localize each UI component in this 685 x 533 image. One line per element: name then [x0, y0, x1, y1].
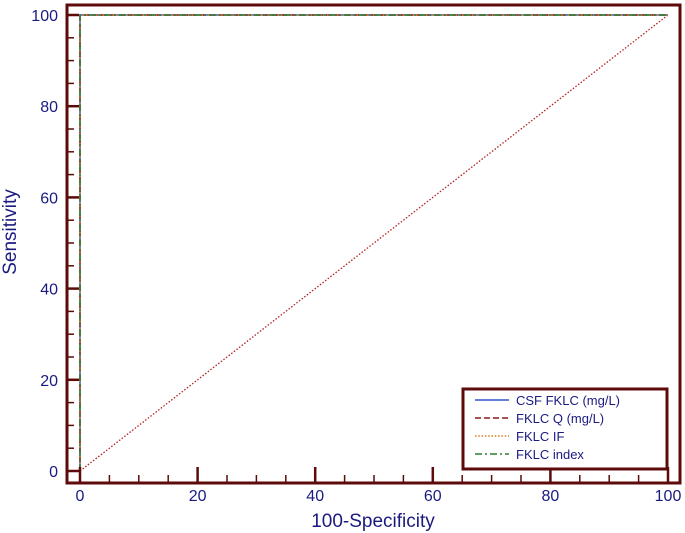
x-tick-label: 60	[424, 488, 442, 505]
y-axis-title: Sensitivity	[0, 189, 21, 275]
series-line-4	[79, 14, 668, 471]
series-lines	[79, 14, 668, 471]
x-axis-ticks: 0 20 40 60 80 100	[76, 467, 682, 505]
y-tick-label: 40	[40, 282, 58, 299]
legend: CSF FKLC (mg/L) FKLC Q (mg/L) FKLC IF FKLC …	[461, 387, 669, 471]
y-tick-label: 60	[40, 190, 58, 207]
legend-label: CSF FKLC (mg/L)	[516, 393, 620, 408]
x-tick-label: 80	[542, 488, 560, 505]
y-tick-label: 20	[40, 373, 58, 390]
x-tick-label: 0	[76, 488, 85, 505]
x-tick-label: 100	[655, 488, 682, 505]
y-tick-label: 80	[40, 99, 58, 116]
legend-label: FKLC index	[516, 447, 584, 462]
y-tick-label: 0	[49, 464, 58, 481]
x-axis-title: 100-Specificity	[311, 511, 435, 532]
legend-label: FKLC Q (mg/L)	[516, 411, 604, 426]
y-tick-label: 100	[31, 8, 58, 25]
x-tick-label: 40	[306, 488, 324, 505]
x-tick-label: 20	[189, 488, 207, 505]
legend-box	[461, 387, 669, 471]
y-axis-ticks: 0 20 40 60 80 100	[31, 8, 79, 481]
legend-label: FKLC IF	[516, 429, 564, 444]
